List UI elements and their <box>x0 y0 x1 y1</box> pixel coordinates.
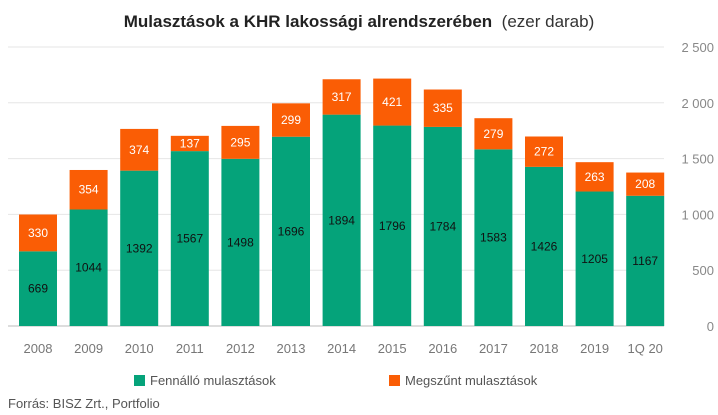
x-tick-label: 2012 <box>226 341 255 356</box>
y-tick-label: 0 <box>707 319 714 334</box>
x-tick-label: 2015 <box>378 341 407 356</box>
data-label-megszunt: 354 <box>79 183 99 197</box>
data-label-fennallo: 1583 <box>480 231 507 245</box>
bar-megszunt <box>221 125 260 159</box>
x-tick-label: 2018 <box>530 341 559 356</box>
bar-megszunt <box>69 169 108 210</box>
bar-fennallo <box>373 125 412 326</box>
bar-fennallo <box>322 114 361 326</box>
data-label-megszunt: 137 <box>180 136 200 150</box>
data-label-megszunt: 299 <box>281 113 301 127</box>
bar-megszunt <box>474 118 513 150</box>
legend: Fennálló mulasztások Megszűnt mulasztások <box>134 373 538 388</box>
bar-megszunt <box>170 135 209 152</box>
data-label-fennallo: 1426 <box>531 239 558 253</box>
data-label-fennallo: 1567 <box>176 232 203 246</box>
legend-swatch <box>134 375 145 386</box>
bar-fennallo <box>423 126 462 326</box>
bar-megszunt <box>272 103 310 137</box>
chart-title-main: Mulasztások a KHR lakossági alrendszeréb… <box>124 12 492 31</box>
data-label-megszunt: 263 <box>585 170 605 184</box>
bar-megszunt <box>19 214 57 252</box>
x-tick-label: 2009 <box>74 341 103 356</box>
data-label-fennallo: 1392 <box>126 241 153 255</box>
data-label-fennallo: 1894 <box>328 213 355 227</box>
x-axis-ticks: 2008 2009 2010 2011 2012 2013 2014 2015 2016 2017… <box>24 341 663 356</box>
bar-megszunt <box>525 136 563 167</box>
data-label-fennallo: 1796 <box>379 219 406 233</box>
data-label-megszunt: 330 <box>28 226 48 240</box>
bar-fennallo <box>272 136 310 326</box>
y-axis-ticks: 0 500 1 000 1 500 2 000 2 500 <box>681 40 714 334</box>
data-label-fennallo: 1784 <box>429 219 456 233</box>
x-tick-label: 2017 <box>479 341 508 356</box>
bar-fennallo <box>19 251 57 326</box>
bar-fennallo <box>626 195 665 326</box>
data-label-fennallo: 1696 <box>278 224 305 238</box>
data-label-fennallo: 1498 <box>227 235 254 249</box>
x-tick-label: 2010 <box>125 341 154 356</box>
x-tick-label: 2016 <box>428 341 457 356</box>
y-tick-label: 1 500 <box>681 152 714 167</box>
bar-fennallo <box>170 151 209 326</box>
bar-megszunt <box>575 162 614 192</box>
x-tick-label: 2014 <box>327 341 356 356</box>
data-label-megszunt: 335 <box>433 101 453 115</box>
x-tick-label: 1Q 20 <box>627 341 662 356</box>
bar-fennallo <box>120 170 159 326</box>
y-tick-label: 1 000 <box>681 207 714 222</box>
x-tick-label: 2013 <box>277 341 306 356</box>
bar-megszunt <box>322 79 361 115</box>
data-label-fennallo: 1167 <box>632 254 658 268</box>
bar-megszunt <box>423 89 462 127</box>
source-note: Forrás: BISZ Zrt., Portfolio <box>8 396 160 411</box>
data-label-megszunt: 374 <box>129 143 149 157</box>
bar-megszunt <box>626 172 665 196</box>
bar-fennallo <box>221 158 260 326</box>
bar-fennallo <box>525 166 563 326</box>
x-tick-label: 2019 <box>580 341 609 356</box>
legend-label: Megszűnt mulasztások <box>405 373 538 388</box>
x-tick-label: 2008 <box>24 341 53 356</box>
bar-megszunt <box>373 78 412 126</box>
data-label-fennallo: 1044 <box>75 261 102 275</box>
chart-subtitle: (ezer darab) <box>502 12 595 31</box>
data-label-megszunt: 317 <box>332 90 352 104</box>
bar-fennallo <box>575 191 614 326</box>
data-label-megszunt: 421 <box>382 95 402 109</box>
data-label-fennallo: 1205 <box>581 252 608 266</box>
y-tick-label: 2 500 <box>681 40 714 55</box>
data-label-megszunt: 295 <box>230 135 250 149</box>
bar-megszunt <box>120 128 159 171</box>
data-label-megszunt: 279 <box>483 127 503 141</box>
bars: 669 330 1044 354 1392 374 1567 137 1498 295 1696 29… <box>19 78 665 326</box>
legend-label: Fennálló mulasztások <box>150 373 276 388</box>
x-tick-label: 2011 <box>176 341 204 356</box>
chart-title: Mulasztások a KHR lakossági alrendszeréb… <box>124 12 595 31</box>
data-label-megszunt: 208 <box>635 177 655 191</box>
bar-fennallo <box>474 149 513 326</box>
data-label-megszunt: 272 <box>534 145 554 159</box>
y-tick-label: 2 000 <box>681 96 714 111</box>
bar-fennallo <box>69 209 108 326</box>
legend-swatch <box>389 375 400 386</box>
data-label-fennallo: 669 <box>28 282 48 296</box>
y-tick-label: 500 <box>692 263 714 278</box>
